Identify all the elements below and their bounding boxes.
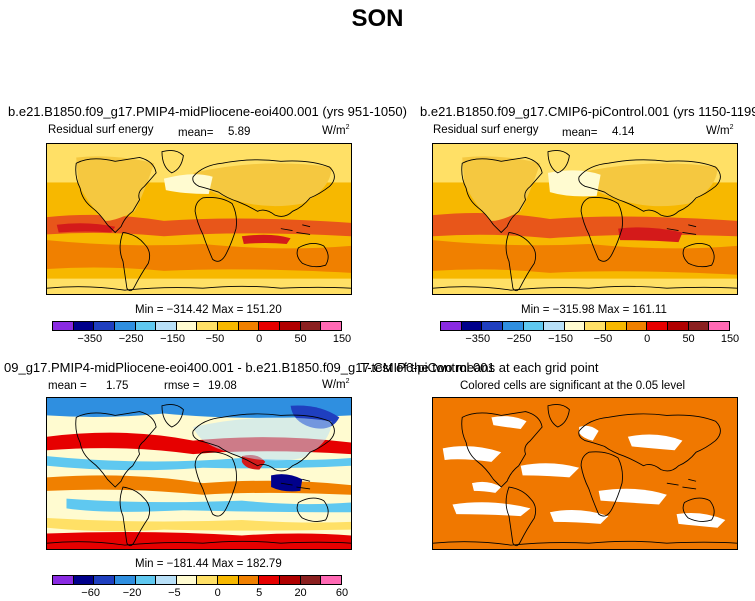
- panel3-rmse-label: rmse =: [164, 380, 200, 392]
- panel2-title: b.e21.B1850.f09_g17.CMIP6-piControl.001 …: [420, 104, 755, 119]
- season-title: SON: [351, 5, 404, 32]
- panel1-colorbar: [52, 321, 342, 331]
- panel3-colorbar-swatch-11: [280, 576, 301, 584]
- panel2-colorbar-swatch-2: [482, 322, 503, 330]
- panel1-colorbar-swatch-4: [135, 322, 157, 330]
- panel2-units: W/m2: [706, 124, 734, 137]
- panel2-colorbar-swatch-11: [668, 322, 689, 330]
- panel2-mean-label: mean=: [562, 127, 598, 139]
- panel2-colorbar-swatch-5: [544, 322, 565, 330]
- panel1-min-max: Min = −314.42 Max = 151.20: [135, 304, 282, 316]
- panel1-colorbar-tick-label: 50: [294, 333, 307, 345]
- panel1-map: [46, 143, 352, 295]
- panel3-colorbar: [52, 575, 342, 585]
- panel3-map: [46, 397, 352, 550]
- panel2-min-max: Min = −315.98 Max = 161.11: [521, 304, 667, 316]
- panel2-colorbar-tick-label: −250: [506, 333, 532, 345]
- panel1-colorbar-tick-label: −150: [160, 333, 185, 345]
- panel3-colorbar-tick-label: 5: [256, 587, 263, 599]
- panel4-title: T-test of the two means at each grid poi…: [360, 360, 599, 375]
- panel3-colorbar-swatch-6: [176, 576, 198, 584]
- panel1-colorbar-swatch-2: [94, 322, 115, 330]
- panel3-colorbar-swatch-2: [94, 576, 115, 584]
- panel2-colorbar-tick-label: −150: [548, 333, 573, 345]
- panel2-colorbar-tick-label: 150: [720, 333, 740, 345]
- panel1-colorbar-tick-label: −50: [205, 333, 225, 345]
- panel1-colorbar-swatch-7: [197, 322, 219, 330]
- panel1-colorbar-swatch-1: [73, 322, 95, 330]
- panel2-variable: Residual surf energy: [433, 124, 539, 136]
- panel1-colorbar-swatch-11: [280, 322, 301, 330]
- panel3-colorbar-swatch-12: [300, 576, 322, 584]
- panel1-variable: Residual surf energy: [48, 124, 154, 136]
- panel1-colorbar-tick-label: −350: [77, 333, 103, 345]
- panel3-colorbar-tick-label: 0: [214, 587, 221, 599]
- panel3-colorbar-tick-label: 60: [335, 587, 349, 599]
- panel3-colorbar-swatch-8: [218, 576, 239, 584]
- panel2-colorbar-tick-label: −50: [593, 333, 613, 345]
- panel2-colorbar-swatch-0: [441, 322, 462, 330]
- panel1-colorbar-tick-label: −250: [118, 333, 144, 345]
- panel2-colorbar-tick-label: 0: [644, 333, 651, 345]
- panel1-colorbar-swatch-13: [321, 322, 341, 330]
- panel1-title: b.e21.B1850.f09_g17.PMIP4-midPliocene-eo…: [8, 104, 407, 119]
- panel3-colorbar-swatch-7: [197, 576, 219, 584]
- panel1-colorbar-swatch-9: [238, 322, 260, 330]
- panel2-map: [432, 143, 738, 295]
- panel2-mean-value: 4.14: [612, 126, 635, 138]
- panel4-subtitle: Colored cells are significant at the 0.0…: [460, 380, 686, 392]
- panel3-colorbar-swatch-9: [238, 576, 260, 584]
- panel1-mean-label: mean=: [178, 127, 214, 139]
- panel3-colorbar-swatch-5: [156, 576, 177, 584]
- panel3-mean-value: 1.75: [106, 380, 129, 392]
- panel3-mean-label: mean =: [48, 380, 87, 392]
- panel1-colorbar-swatch-8: [218, 322, 239, 330]
- panel3-rmse-value: 19.08: [208, 380, 237, 392]
- panel2-colorbar-swatch-4: [523, 322, 545, 330]
- panel1-colorbar-swatch-6: [176, 322, 198, 330]
- panel4-map: [432, 397, 738, 550]
- panel3-colorbar-tick-label: −20: [122, 587, 142, 599]
- panel3-colorbar-tick-label: −60: [81, 587, 100, 599]
- panel3-colorbar-swatch-0: [53, 576, 74, 584]
- panel2-colorbar-swatch-12: [688, 322, 710, 330]
- panel2-colorbar-swatch-7: [585, 322, 607, 330]
- panel2-colorbar-swatch-1: [461, 322, 483, 330]
- panel3-colorbar-swatch-1: [73, 576, 95, 584]
- panel3-colorbar-tick-label: −5: [168, 587, 181, 599]
- panel1-colorbar-swatch-0: [53, 322, 74, 330]
- panel1-colorbar-swatch-3: [114, 322, 136, 330]
- panel1-colorbar-tick-label: 150: [332, 333, 352, 345]
- panel2-colorbar-swatch-9: [626, 322, 648, 330]
- panel2-colorbar-swatch-8: [606, 322, 627, 330]
- panel3-colorbar-swatch-13: [321, 576, 341, 584]
- panel1-colorbar-tick-label: 0: [256, 333, 263, 345]
- panel3-colorbar-swatch-4: [135, 576, 157, 584]
- panel1-colorbar-swatch-5: [156, 322, 177, 330]
- panel1-colorbar-swatch-10: [259, 322, 281, 330]
- panel3-min-max: Min = −181.44 Max = 182.79: [135, 558, 282, 570]
- panel3-colorbar-swatch-3: [114, 576, 136, 584]
- panel2-colorbar-swatch-13: [709, 322, 729, 330]
- panel1-colorbar-swatch-12: [300, 322, 322, 330]
- panel3-colorbar-swatch-10: [259, 576, 281, 584]
- panel2-colorbar-swatch-6: [564, 322, 586, 330]
- panel2-colorbar-swatch-10: [647, 322, 669, 330]
- panel2-colorbar-tick-label: 50: [682, 333, 695, 345]
- panel3-title: 09_g17.PMIP4-midPliocene-eoi400.001 - b.…: [4, 360, 495, 375]
- panel1-units: W/m2: [322, 124, 350, 137]
- panel2-colorbar-swatch-3: [502, 322, 524, 330]
- panel2-colorbar: [440, 321, 730, 331]
- panel1-mean-value: 5.89: [228, 126, 251, 138]
- panel3-colorbar-tick-label: 20: [294, 587, 307, 599]
- panel2-colorbar-tick-label: −350: [465, 333, 491, 345]
- panel3-units: W/m2: [322, 378, 350, 391]
